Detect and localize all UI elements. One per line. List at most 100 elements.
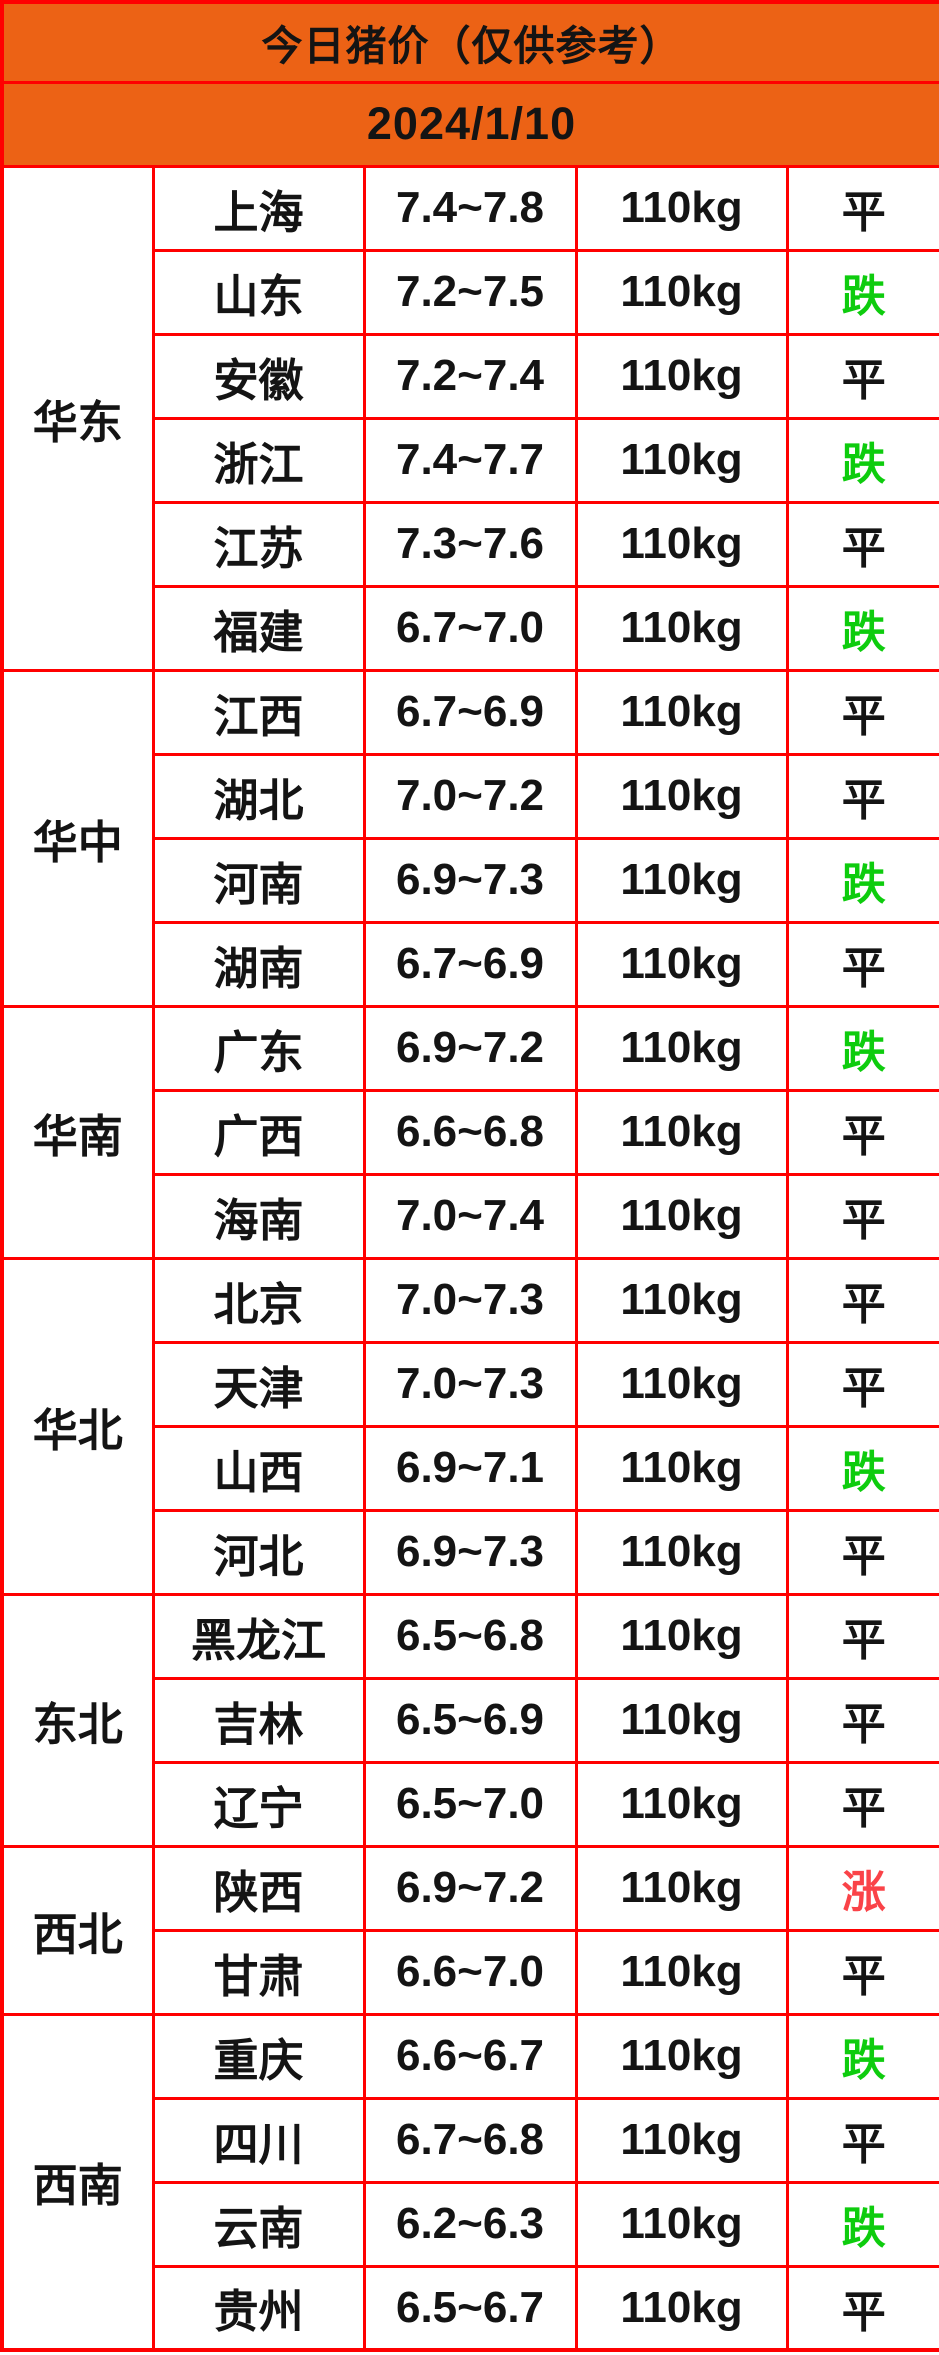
region-cell: 西南 (0, 2012, 155, 2352)
price-cell: 7.4~7.7 (362, 416, 578, 504)
weight-cell: 110kg (574, 1088, 789, 1176)
province-cell: 海南 (151, 1172, 366, 1260)
province-cell: 四川 (151, 2096, 366, 2184)
status-cell: 平 (785, 332, 939, 420)
price-table-body: 华东 上海 7.4~7.8 110kg 平山东 7.2~7.5 110kg 跌安徽 7.2~7.… (0, 164, 939, 2352)
weight-cell: 110kg (574, 1004, 789, 1092)
table-row: 河北 6.9~7.3 110kg 平 (2, 1508, 939, 1596)
weight-cell: 110kg (574, 668, 789, 756)
table-row: 福建 6.7~7.0 110kg 跌 (2, 584, 939, 672)
region-cell: 华南 (0, 1004, 155, 1260)
status-cell: 平 (785, 500, 939, 588)
status-cell: 平 (785, 1592, 939, 1680)
price-cell: 7.2~7.4 (362, 332, 578, 420)
price-cell: 6.2~6.3 (362, 2180, 578, 2268)
province-cell: 安徽 (151, 332, 366, 420)
status-cell: 平 (785, 2096, 939, 2184)
price-cell: 6.7~7.0 (362, 584, 578, 672)
status-cell: 跌 (785, 416, 939, 504)
table-row: 华东 上海 7.4~7.8 110kg 平 (0, 164, 939, 672)
table-row: 四川 6.7~6.8 110kg 平 (2, 2096, 939, 2184)
province-cell: 河南 (151, 836, 366, 924)
weight-cell: 110kg (574, 836, 789, 924)
page-title: 今日猪价（仅供参考） (0, 0, 939, 84)
status-cell: 跌 (785, 1004, 939, 1092)
price-cell: 6.9~7.3 (362, 836, 578, 924)
weight-cell: 110kg (574, 1424, 789, 1512)
province-cell: 山西 (151, 1424, 366, 1512)
weight-cell: 110kg (574, 416, 789, 504)
status-cell: 平 (785, 920, 939, 1008)
weight-cell: 110kg (574, 1676, 789, 1764)
province-cell: 福建 (151, 584, 366, 672)
title-row: 今日猪价（仅供参考） (0, 0, 939, 84)
region-cell: 华中 (0, 668, 155, 1008)
table-row: 华北 北京 7.0~7.3 110kg 平 (0, 1256, 939, 1596)
price-table-head: 今日猪价（仅供参考） 2024/1/10 (0, 0, 939, 168)
table-row: 河南 6.9~7.3 110kg 跌 (2, 836, 939, 924)
price-cell: 7.0~7.3 (362, 1340, 578, 1428)
weight-cell: 110kg (574, 164, 789, 252)
province-cell: 重庆 (151, 2012, 366, 2100)
date-label: 2024/1/10 (0, 80, 939, 168)
weight-cell: 110kg (574, 1844, 789, 1932)
province-cell: 云南 (151, 2180, 366, 2268)
table-row: 江苏 7.3~7.6 110kg 平 (2, 500, 939, 588)
status-cell: 平 (785, 1508, 939, 1596)
status-cell: 平 (785, 164, 939, 252)
price-cell: 6.5~6.7 (362, 2264, 578, 2352)
province-cell: 广东 (151, 1004, 366, 1092)
price-cell: 6.5~6.8 (362, 1592, 578, 1680)
weight-cell: 110kg (574, 1592, 789, 1680)
status-cell: 平 (785, 1256, 939, 1344)
status-cell: 平 (785, 2264, 939, 2352)
price-cell: 6.9~7.2 (362, 1004, 578, 1092)
weight-cell: 110kg (574, 1256, 789, 1344)
status-cell: 平 (785, 1928, 939, 2016)
status-cell: 平 (785, 668, 939, 756)
price-cell: 7.0~7.4 (362, 1172, 578, 1260)
region-cell: 华东 (0, 164, 155, 672)
table-row: 吉林 6.5~6.9 110kg 平 (2, 1676, 939, 1764)
weight-cell: 110kg (574, 1508, 789, 1596)
province-cell: 江苏 (151, 500, 366, 588)
weight-cell: 110kg (574, 2012, 789, 2100)
price-cell: 7.2~7.5 (362, 248, 578, 336)
price-cell: 6.7~6.9 (362, 668, 578, 756)
weight-cell: 110kg (574, 1172, 789, 1260)
region-cell: 东北 (0, 1592, 155, 1848)
table-row: 东北 黑龙江 6.5~6.8 110kg 平 (0, 1592, 939, 1848)
province-cell: 浙江 (151, 416, 366, 504)
weight-cell: 110kg (574, 920, 789, 1008)
province-cell: 北京 (151, 1256, 366, 1344)
province-cell: 湖北 (151, 752, 366, 840)
table-row: 湖南 6.7~6.9 110kg 平 (2, 920, 939, 1008)
weight-cell: 110kg (574, 2264, 789, 2352)
table-row: 山东 7.2~7.5 110kg 跌 (2, 248, 939, 336)
weight-cell: 110kg (574, 1760, 789, 1848)
price-cell: 7.0~7.3 (362, 1256, 578, 1344)
table-row: 华南 广东 6.9~7.2 110kg 跌 (0, 1004, 939, 1260)
table-row: 湖北 7.0~7.2 110kg 平 (2, 752, 939, 840)
province-cell: 黑龙江 (151, 1592, 366, 1680)
table-row: 甘肃 6.6~7.0 110kg 平 (2, 1928, 939, 2016)
date-row: 2024/1/10 (0, 80, 939, 168)
status-cell: 跌 (785, 248, 939, 336)
price-cell: 6.5~7.0 (362, 1760, 578, 1848)
price-cell: 6.6~7.0 (362, 1928, 578, 2016)
price-cell: 6.7~6.8 (362, 2096, 578, 2184)
province-cell: 天津 (151, 1340, 366, 1428)
weight-cell: 110kg (574, 1928, 789, 2016)
table-row: 海南 7.0~7.4 110kg 平 (2, 1172, 939, 1260)
weight-cell: 110kg (574, 2180, 789, 2268)
table-row: 天津 7.0~7.3 110kg 平 (2, 1340, 939, 1428)
table-row: 安徽 7.2~7.4 110kg 平 (2, 332, 939, 420)
region-cell: 华北 (0, 1256, 155, 1596)
province-cell: 贵州 (151, 2264, 366, 2352)
price-cell: 7.0~7.2 (362, 752, 578, 840)
province-cell: 广西 (151, 1088, 366, 1176)
province-cell: 辽宁 (151, 1760, 366, 1848)
weight-cell: 110kg (574, 752, 789, 840)
weight-cell: 110kg (574, 332, 789, 420)
